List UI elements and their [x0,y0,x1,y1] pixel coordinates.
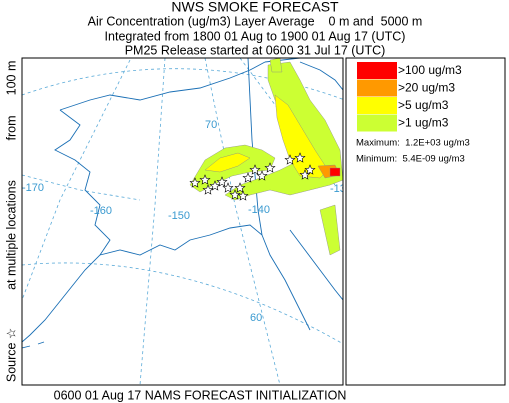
lat-label: 70 [205,119,217,131]
subtitle: Air Concentration (ug/m3) Layer Average … [88,14,423,28]
source-star [189,177,201,188]
source-star [199,174,211,185]
source-star [222,182,234,193]
lat-line [22,262,343,345]
side-label: 100 m from at multiple locations Source … [4,61,18,383]
subtitle: Integrated from 1800 01 Aug to 1900 01 A… [105,29,406,43]
lon-line [22,59,131,301]
source-star [229,189,241,200]
source-star [264,162,276,173]
legend-frame [345,57,506,386]
lon-line [22,174,141,201]
source-star [202,184,214,195]
legend-maximum: Maximum: 1.2E+03 ug/m3 [356,138,470,149]
legend-label: >20 ug/m3 [398,81,455,95]
lon-label: -130 [330,183,352,195]
legend-label: >5 ug/m3 [398,98,449,112]
map-area: -170 -160 -150 -140 -130 70 60 [22,58,352,385]
legend-label: >100 ug/m3 [398,63,462,77]
legend-swatch [357,97,397,114]
legend-swatch [357,79,397,97]
fire-sources [189,152,316,201]
lon-line [204,58,281,385]
map-frame [21,57,344,386]
plume-contour [269,58,283,73]
legend-swatch [357,62,397,79]
plume-contour [274,94,329,179]
legend: >100 ug/m3 >20 ug/m3 >5 ug/m3 >1 ug/m3 [357,62,462,132]
lon-label: -160 [90,205,112,217]
legend-label: >1 ug/m3 [398,116,449,130]
source-star [249,164,261,175]
source-star [294,152,306,163]
source-star [209,180,221,191]
source-star [304,164,316,175]
source-star [216,176,228,187]
side-text: at multiple locations [4,180,18,290]
footer: 0600 01 Aug 17 NAMS FORECAST INITIALIZAT… [54,388,347,402]
legend-swatch [357,114,397,132]
title: NWS SMOKE FORECAST [171,0,339,15]
side-text: Source ☆ [4,328,18,382]
side-text: from [4,116,18,141]
lon-label: -170 [22,182,44,194]
source-star [242,172,254,183]
lon-label: -150 [168,210,190,222]
smoke-plume [189,58,343,256]
coastline [22,58,311,343]
plume-contour [329,167,341,177]
legend-minimum: Minimum: 5.4E-09 ug/m3 [356,154,465,165]
plume-contour [204,152,251,173]
source-star [234,182,246,193]
plume-contour [319,204,341,256]
lon-line [22,179,23,180]
side-text: 100 m [4,61,18,96]
source-star [256,170,268,181]
lon-label: -140 [248,204,270,216]
coastline [22,341,45,349]
lat-label: 60 [250,312,262,324]
subtitle: PM25 Release started at 0600 31 Jul 17 (… [125,43,386,57]
lon-line [139,58,166,385]
source-star [237,190,249,201]
source-star [284,154,296,165]
